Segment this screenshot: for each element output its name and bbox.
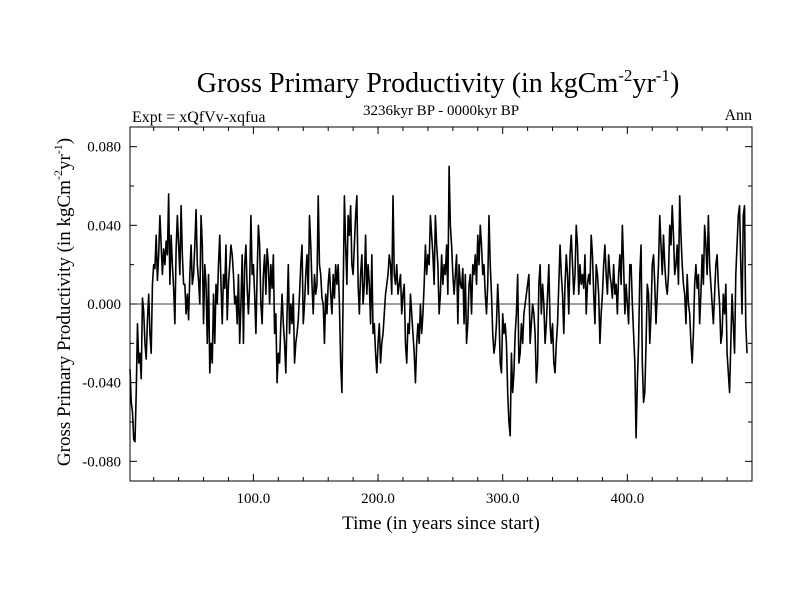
chart-title-end: ): [670, 68, 679, 99]
chart-title-mid: yr: [632, 68, 656, 99]
x-tick-label: 300.0: [486, 491, 520, 507]
y-axis-label-sup2: -1: [51, 144, 65, 154]
chart-title: Gross Primary Productivity (in kgCm-2yr-…: [197, 66, 680, 99]
plot-frame: [129, 126, 753, 482]
tick-layer: 100.0 200.0 300.0 400.0 0.080 0.040 0.000 -0.04…: [82, 127, 752, 507]
time-range-label: 3236kyr BP - 0000kyr BP: [363, 103, 519, 119]
x-tick-label: 100.0: [237, 491, 271, 507]
y-axis-label-text: Gross Primary Productivity (in kgCm: [54, 180, 75, 466]
y-tick-label: -0.040: [82, 376, 121, 392]
x-tick-label: 400.0: [610, 491, 644, 507]
season-label: Ann: [724, 107, 752, 124]
y-axis-label: Gross Primary Productivity (in kgCm-2yr-…: [51, 138, 75, 466]
x-tick-label: 200.0: [361, 491, 395, 507]
series-layer: [129, 165, 748, 443]
chart-title-sup2: -1: [656, 66, 670, 85]
y-tick-label: 0.040: [87, 218, 121, 234]
y-axis-label-mid: yr: [54, 154, 75, 171]
chart-title-text: Gross Primary Productivity (in kgCm: [197, 68, 619, 99]
y-axis-label-sup1: -2: [51, 170, 65, 180]
y-tick-label: -0.080: [82, 454, 121, 470]
series-line: [129, 165, 748, 443]
experiment-label: Expt = xQfVv-xqfua: [132, 109, 265, 126]
x-axis-label: Time (in years since start): [342, 513, 540, 534]
chart-title-sup1: -2: [618, 66, 632, 85]
y-tick-label: 0.000: [87, 297, 121, 313]
y-axis-label-end: ): [54, 138, 75, 144]
y-tick-label: 0.080: [87, 140, 121, 156]
